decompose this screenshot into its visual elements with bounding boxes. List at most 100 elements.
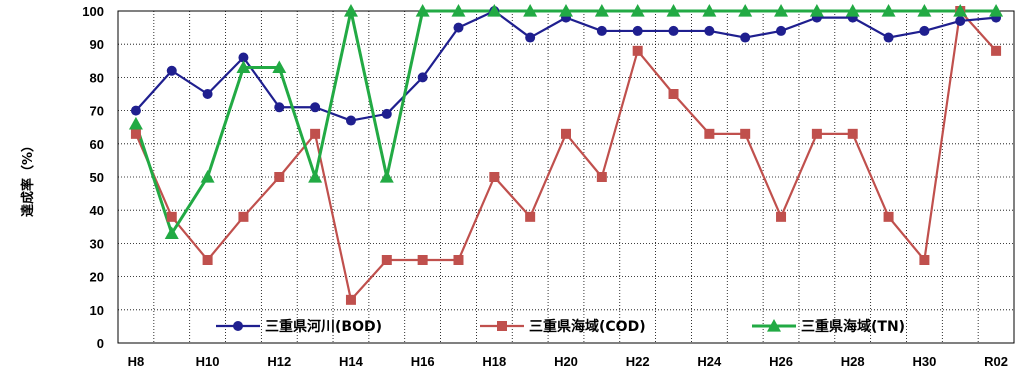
x-tick-label: H30 xyxy=(912,354,936,369)
data-point xyxy=(955,15,966,26)
data-point xyxy=(274,172,285,182)
data-point xyxy=(991,45,1002,56)
y-tick-label: 100 xyxy=(82,4,104,19)
data-point xyxy=(811,128,822,139)
x-tick-label: H12 xyxy=(267,354,291,369)
data-point xyxy=(919,25,930,36)
data-point xyxy=(738,4,753,17)
data-point xyxy=(881,4,896,17)
data-point xyxy=(166,65,177,76)
data-point xyxy=(776,25,787,36)
data-point xyxy=(202,255,213,265)
y-axis-ticks: 0 10 20 30 40 50 60 70 80 90 100 xyxy=(82,4,104,351)
y-tick-label: 90 xyxy=(90,37,104,52)
series-line-1 xyxy=(134,9,997,301)
data-point xyxy=(166,211,177,222)
data-point xyxy=(381,108,392,119)
legend-entry: 三重県海域(TN) xyxy=(752,318,905,335)
data-point xyxy=(632,45,643,56)
data-point xyxy=(308,170,323,183)
x-tick-label: H28 xyxy=(841,354,865,369)
y-tick-label: 20 xyxy=(90,270,104,285)
y-tick-label: 50 xyxy=(90,170,104,185)
data-point xyxy=(668,25,679,36)
data-point xyxy=(883,32,894,43)
data-point xyxy=(489,172,500,182)
data-point xyxy=(702,4,717,17)
series-lines xyxy=(134,9,997,301)
x-tick-label: H24 xyxy=(697,354,722,369)
data-point xyxy=(236,60,251,74)
y-tick-label: 60 xyxy=(90,137,104,152)
data-point xyxy=(630,4,645,17)
x-tick-label: H20 xyxy=(554,354,578,369)
data-point xyxy=(989,4,1004,17)
data-point xyxy=(164,226,179,240)
y-tick-label: 80 xyxy=(90,70,104,85)
data-point xyxy=(774,4,789,17)
x-tick-label: H18 xyxy=(482,354,506,369)
data-point xyxy=(632,25,643,36)
data-point xyxy=(523,4,538,17)
data-point xyxy=(343,4,358,17)
series-markers xyxy=(128,4,1004,305)
data-point xyxy=(594,4,609,17)
data-point xyxy=(130,128,141,139)
data-point xyxy=(310,102,321,113)
data-point xyxy=(525,211,536,222)
data-point xyxy=(379,170,394,183)
data-point xyxy=(128,116,143,130)
legend-marker xyxy=(767,319,781,332)
legend-marker xyxy=(497,321,507,331)
y-tick-label: 40 xyxy=(90,203,104,218)
data-point xyxy=(561,128,571,139)
x-tick-label: H16 xyxy=(411,354,435,369)
legend-entry: 三重県海域(COD) xyxy=(480,318,646,335)
data-point xyxy=(381,255,392,265)
data-point xyxy=(238,211,249,222)
data-point xyxy=(451,4,466,17)
data-point xyxy=(845,4,860,17)
legend-label: 三重県河川(BOD) xyxy=(265,318,382,335)
data-point xyxy=(200,170,215,183)
data-point xyxy=(953,4,968,17)
data-point xyxy=(776,211,787,222)
data-point xyxy=(847,128,858,139)
data-point xyxy=(272,60,287,74)
y-tick-label: 10 xyxy=(90,303,104,318)
x-tick-label: H26 xyxy=(769,354,793,369)
data-point xyxy=(238,52,249,63)
data-point xyxy=(417,255,428,265)
x-tick-label: R02 xyxy=(984,354,1008,369)
data-point xyxy=(596,172,607,182)
data-point xyxy=(417,72,428,83)
data-point xyxy=(740,32,751,43)
data-point xyxy=(666,4,681,17)
data-point xyxy=(202,89,213,99)
data-point xyxy=(740,128,751,139)
legend-label: 三重県海域(TN) xyxy=(801,318,905,335)
data-point xyxy=(883,211,894,222)
data-point xyxy=(415,4,430,17)
grid xyxy=(117,10,1015,344)
data-point xyxy=(345,294,356,305)
x-tick-label: H14 xyxy=(339,354,364,369)
data-point xyxy=(345,115,356,126)
data-point xyxy=(917,4,932,17)
data-point xyxy=(809,4,824,17)
x-tick-label: H8 xyxy=(128,354,145,369)
data-point xyxy=(453,22,464,33)
x-tick-label: H10 xyxy=(196,354,220,369)
data-point xyxy=(274,102,285,113)
legend: 三重県河川(BOD) 三重県海域(COD) 三重県海域(TN) xyxy=(216,318,905,335)
y-tick-label: 70 xyxy=(90,104,104,119)
y-tick-label: 0 xyxy=(97,336,104,351)
data-point xyxy=(704,25,715,36)
data-point xyxy=(704,128,715,139)
legend-label: 三重県海域(COD) xyxy=(529,318,646,335)
x-tick-label: H22 xyxy=(626,354,650,369)
legend-marker xyxy=(233,321,243,331)
data-point xyxy=(919,255,930,265)
y-axis-label: 達成率（%） xyxy=(20,139,36,217)
